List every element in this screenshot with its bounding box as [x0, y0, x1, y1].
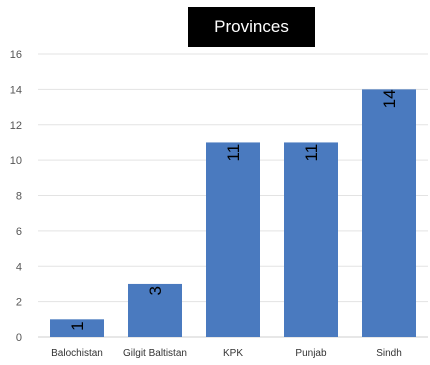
data-label-kpk: 11: [224, 144, 243, 162]
x-tick-label-sindh: Sindh: [376, 348, 402, 359]
chart-title: Provinces: [188, 7, 315, 47]
y-tick-label-16: 16: [10, 49, 22, 61]
bar-gilgit-baltistan: [128, 283, 182, 337]
y-tick-label-12: 12: [10, 120, 22, 132]
y-tick-label-2: 2: [16, 297, 22, 309]
y-tick-label-4: 4: [16, 261, 22, 273]
data-label-sindh: 14: [380, 89, 399, 108]
data-label-punjab: 11: [302, 144, 321, 162]
x-tick-label-punjab: Punjab: [295, 348, 327, 359]
x-tick-label-gilgit-baltistan: Gilgit Baltistan: [123, 348, 187, 359]
data-label-gilgit-baltistan: 3: [146, 286, 165, 295]
y-tick-label-10: 10: [10, 155, 22, 167]
x-tick-label-balochistan: Balochistan: [51, 348, 103, 359]
data-label-balochistan: 1: [68, 321, 87, 330]
bar-punjab: [284, 142, 338, 337]
y-tick-label-0: 0: [16, 332, 22, 344]
y-tick-label-14: 14: [10, 84, 22, 96]
bar-kpk: [206, 142, 260, 337]
y-tick-label-8: 8: [16, 191, 22, 203]
y-tick-label-6: 6: [16, 226, 22, 238]
bar-balochistan: [50, 319, 104, 337]
x-tick-label-kpk: KPK: [223, 348, 243, 359]
bar-sindh: [362, 89, 416, 337]
